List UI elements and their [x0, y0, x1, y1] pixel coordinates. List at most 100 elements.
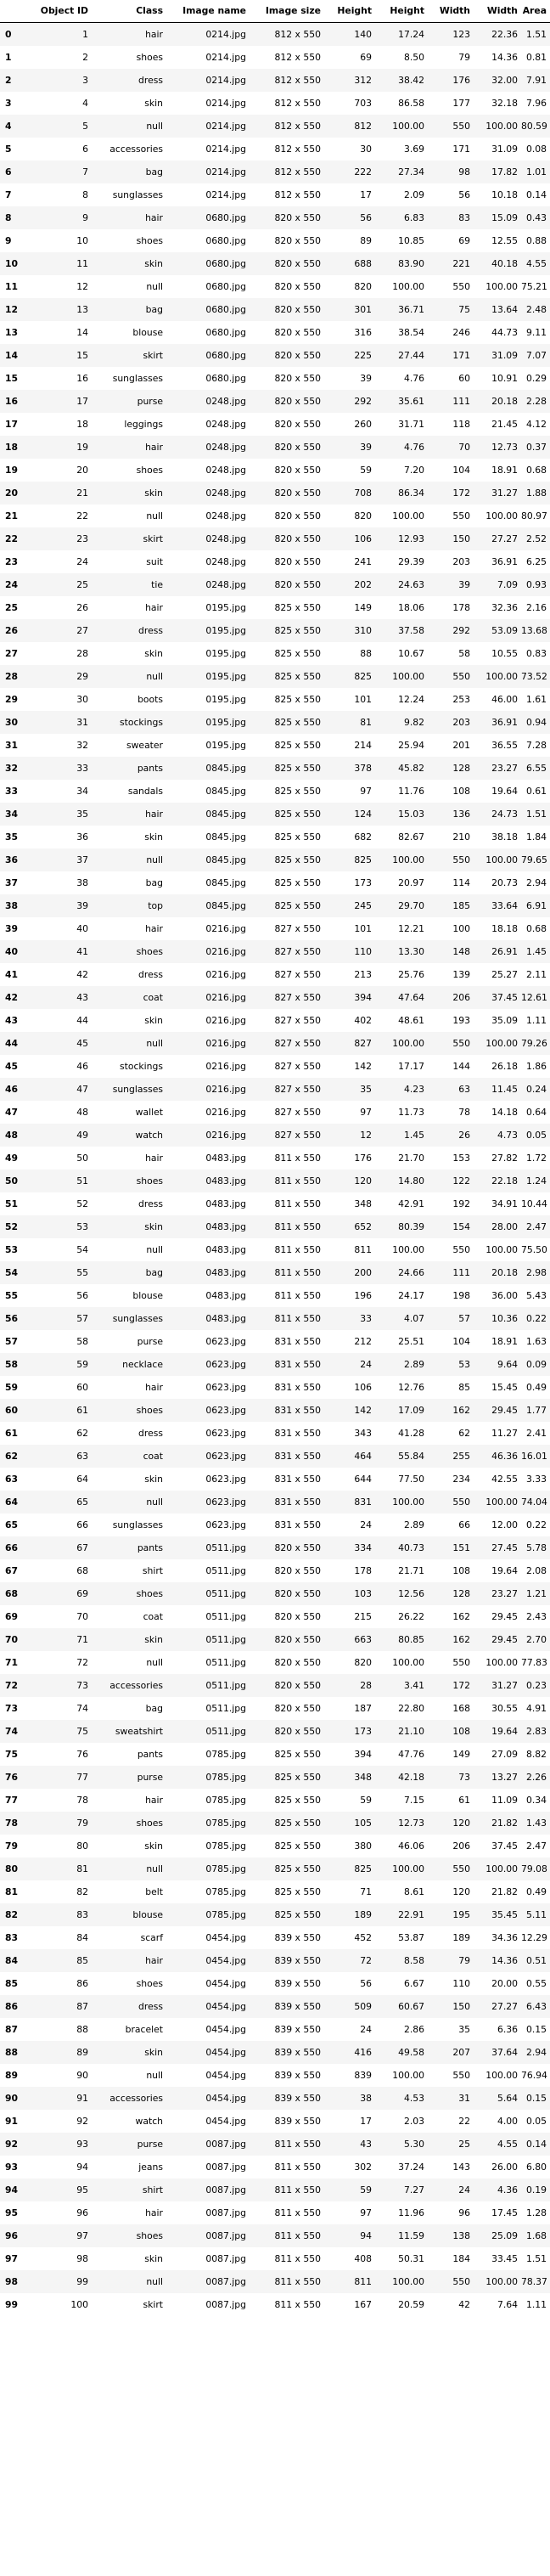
height-percent-cell: 1.45 — [403, 1130, 424, 1141]
image-name-cell: 0511.jpg — [205, 1542, 246, 1553]
height-cell: 312 — [354, 75, 372, 86]
image-name-cell: 0087.jpg — [205, 2230, 246, 2241]
table-row: 7 8 sunglasses 0214.jpg 812 x 550 17 2.09 56 10.… — [0, 183, 550, 206]
row-index: 48 — [5, 1130, 19, 1141]
height-percent-cell: 31.71 — [398, 419, 424, 430]
object-id-cell: 84 — [76, 1932, 88, 1943]
area-cell: 77.83 — [521, 1657, 547, 1668]
height-cell: 408 — [354, 2253, 372, 2264]
class-cell: necklace — [122, 1359, 163, 1370]
table-row: 3 4 skin 0214.jpg 812 x 550 703 86.58 177 32.18 7… — [0, 92, 550, 115]
table-row: 52 53 skin 0483.jpg 811 x 550 652 80.39 154 28.0… — [0, 1215, 550, 1238]
height-cell: 187 — [354, 1703, 372, 1714]
height-percent-cell: 100.00 — [392, 1038, 424, 1049]
image-name-cell: 0195.jpg — [205, 740, 246, 751]
image-size-cell: 825 x 550 — [274, 900, 321, 911]
object-id-cell: 18 — [76, 419, 88, 430]
class-cell: null — [146, 1497, 163, 1508]
width-cell: 153 — [452, 1153, 470, 1164]
header-image-size: Image size — [250, 0, 324, 23]
width-percent-cell: 100.00 — [485, 1244, 518, 1255]
width-percent-cell: 13.27 — [491, 1772, 518, 1783]
image-name-cell: 0845.jpg — [205, 831, 246, 843]
height-percent-cell: 21.71 — [398, 1565, 424, 1576]
class-cell: dress — [138, 625, 163, 636]
image-size-cell: 839 x 550 — [274, 1978, 321, 1989]
table-row: 45 46 stockings 0216.jpg 827 x 550 142 17.17 14… — [0, 1055, 550, 1078]
height-percent-cell: 100.00 — [392, 1863, 424, 1874]
width-cell: 550 — [452, 2276, 470, 2287]
height-percent-cell: 8.61 — [403, 1886, 424, 1897]
class-cell: sunglasses — [112, 1313, 163, 1324]
image-size-cell: 811 x 550 — [274, 1267, 321, 1278]
width-percent-cell: 42.55 — [491, 1474, 518, 1485]
image-size-cell: 825 x 550 — [274, 671, 321, 682]
row-index: 60 — [5, 1405, 19, 1416]
class-cell: skin — [144, 488, 163, 499]
class-cell: sunglasses — [112, 1084, 163, 1095]
row-index: 56 — [5, 1313, 19, 1324]
image-size-cell: 825 x 550 — [274, 1772, 321, 1783]
image-size-cell: 812 x 550 — [274, 189, 321, 200]
area-cell: 2.41 — [525, 1428, 547, 1439]
width-cell: 70 — [458, 442, 470, 453]
width-percent-cell: 14.18 — [491, 1107, 518, 1118]
class-cell: hair — [145, 442, 163, 453]
image-name-cell: 0214.jpg — [205, 52, 246, 63]
object-id-cell: 62 — [76, 1428, 88, 1439]
header-height: Height — [324, 0, 375, 23]
row-index: 27 — [5, 648, 19, 659]
class-cell: pants — [137, 763, 163, 774]
object-id-cell: 3 — [82, 75, 88, 86]
table-row: 46 47 sunglasses 0216.jpg 827 x 550 35 4.23 63 1… — [0, 1078, 550, 1101]
height-cell: 59 — [360, 1795, 372, 1806]
height-cell: 214 — [354, 740, 372, 751]
image-name-cell: 0680.jpg — [205, 235, 246, 246]
height-cell: 378 — [354, 763, 372, 774]
image-size-cell: 825 x 550 — [274, 1909, 321, 1920]
row-index: 30 — [5, 717, 19, 728]
height-percent-cell: 82.67 — [398, 831, 424, 843]
area-cell: 1.24 — [525, 1175, 547, 1187]
width-cell: 150 — [452, 533, 470, 544]
class-cell: sunglasses — [112, 189, 163, 200]
table-row: 40 41 shoes 0216.jpg 827 x 550 110 13.30 148 26.… — [0, 940, 550, 963]
width-cell: 151 — [452, 1542, 470, 1553]
table-row: 58 59 necklace 0623.jpg 831 x 550 24 2.89 53 9.6… — [0, 1353, 550, 1376]
image-name-cell: 0483.jpg — [205, 1244, 246, 1255]
class-cell: shoes — [136, 1405, 163, 1416]
area-cell: 4.55 — [525, 258, 547, 269]
image-name-cell: 0845.jpg — [205, 763, 246, 774]
area-cell: 1.43 — [525, 1818, 547, 1829]
object-id-cell: 51 — [76, 1175, 88, 1187]
height-percent-cell: 17.24 — [398, 29, 424, 40]
width-cell: 111 — [452, 396, 470, 407]
height-cell: 142 — [354, 1405, 372, 1416]
object-id-cell: 79 — [76, 1818, 88, 1829]
image-size-cell: 825 x 550 — [274, 809, 321, 820]
row-index: 50 — [5, 1175, 19, 1187]
image-name-cell: 0087.jpg — [205, 2276, 246, 2287]
row-index: 93 — [5, 2162, 19, 2173]
height-cell: 825 — [354, 854, 372, 865]
area-cell: 0.81 — [525, 52, 547, 63]
width-percent-cell: 36.91 — [491, 556, 518, 567]
width-cell: 177 — [452, 98, 470, 109]
table-row: 99 100 skirt 0087.jpg 811 x 550 167 20.59 42 7.6… — [0, 2293, 550, 2316]
row-index: 64 — [5, 1497, 19, 1508]
object-id-cell: 70 — [76, 1611, 88, 1622]
table-row: 4 5 null 0214.jpg 812 x 550 812 100.00 550 100.0… — [0, 115, 550, 138]
height-percent-cell: 17.17 — [398, 1061, 424, 1072]
height-cell: 69 — [360, 52, 372, 63]
width-percent-cell: 36.55 — [491, 740, 518, 751]
object-id-cell: 24 — [76, 556, 88, 567]
area-cell: 1.68 — [525, 2230, 547, 2241]
image-name-cell: 0623.jpg — [205, 1382, 246, 1393]
height-cell: 316 — [354, 327, 372, 338]
object-id-cell: 81 — [76, 1863, 88, 1874]
area-cell: 1.88 — [525, 488, 547, 499]
row-index: 24 — [5, 579, 19, 590]
width-percent-cell: 31.09 — [491, 144, 518, 155]
class-cell: blouse — [132, 1909, 163, 1920]
row-index: 58 — [5, 1359, 19, 1370]
